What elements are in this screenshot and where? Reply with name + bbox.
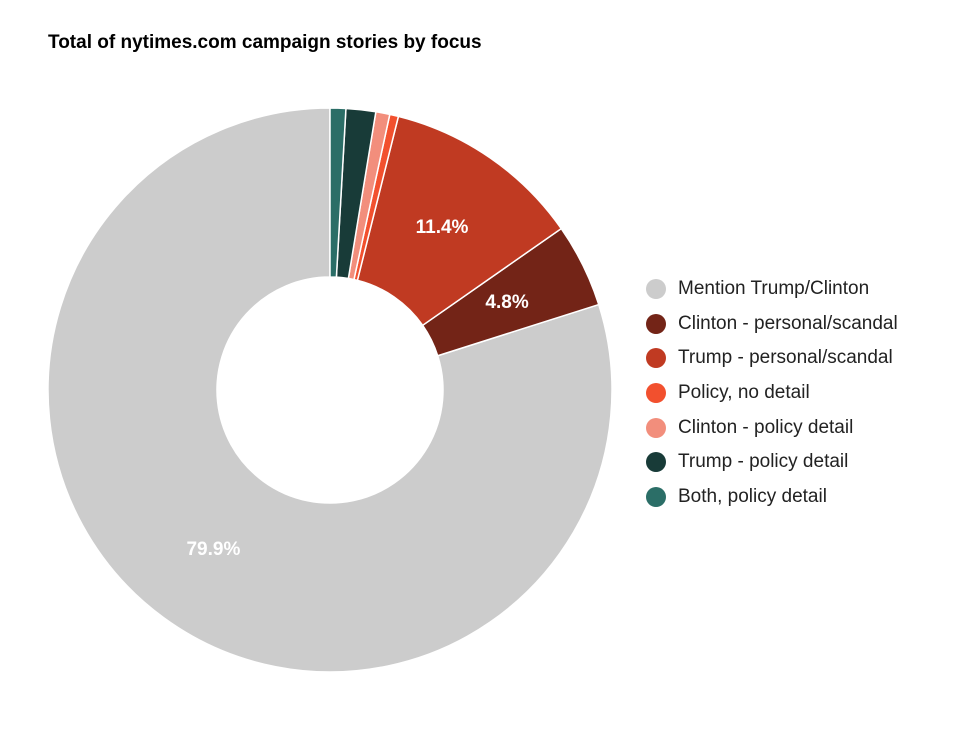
legend-item: Policy, no detail (646, 376, 898, 411)
legend-label: Policy, no detail (678, 382, 810, 404)
slices-group (47, 107, 613, 673)
legend-label: Trump - policy detail (678, 451, 849, 473)
slice-mention-trump-clinton (47, 107, 613, 673)
legend-item: Mention Trump/Clinton (646, 272, 898, 307)
legend-item: Trump - policy detail (646, 445, 898, 480)
legend-swatch (646, 313, 666, 334)
legend-label: Trump - personal/scandal (678, 347, 893, 369)
slice-both-policy-detail (329, 107, 347, 278)
donut-chart: 79.9% 4.8% 11.4% (47, 107, 613, 673)
labels-group: 79.9% 4.8% 11.4% (186, 217, 528, 560)
legend-label: Mention Trump/Clinton (678, 278, 870, 300)
chart-title: Total of nytimes.com campaign stories by… (48, 32, 482, 53)
legend-label: Clinton - personal/scandal (678, 312, 898, 334)
legend-swatch (646, 383, 666, 404)
legend-swatch (646, 279, 666, 300)
legend-swatch (646, 452, 666, 473)
legend-swatch (646, 348, 666, 369)
slice-value-label: 79.9% (186, 539, 240, 560)
slice-trump-personal-scandal (356, 115, 563, 327)
slice-value-label: 11.4% (416, 217, 469, 238)
legend: Mention Trump/Clinton Clinton - personal/… (646, 272, 898, 514)
legend-swatch (646, 486, 666, 507)
legend-label: Clinton - policy detail (678, 416, 854, 438)
slice-value-label: 4.8% (485, 292, 528, 313)
legend-item: Clinton - policy detail (646, 410, 898, 445)
legend-item: Trump - personal/scandal (646, 341, 898, 376)
legend-item: Both, policy detail (646, 480, 898, 515)
legend-label: Both, policy detail (678, 485, 827, 507)
legend-swatch (646, 417, 666, 438)
legend-item: Clinton - personal/scandal (646, 307, 898, 342)
